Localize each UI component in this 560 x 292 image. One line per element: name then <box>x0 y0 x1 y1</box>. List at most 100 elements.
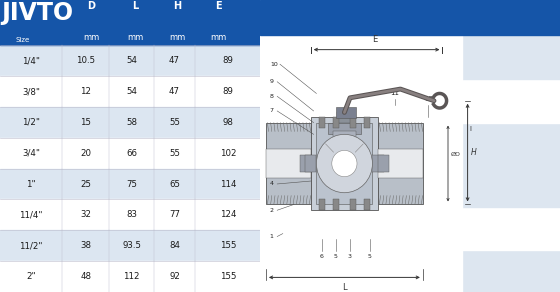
Bar <box>316 123 372 204</box>
Text: 3/4": 3/4" <box>22 149 40 158</box>
Circle shape <box>332 150 357 177</box>
Text: 1/4": 1/4" <box>22 56 40 65</box>
Text: 112: 112 <box>123 272 140 281</box>
Text: 12: 12 <box>81 87 91 96</box>
Bar <box>319 199 325 210</box>
Bar <box>462 207 560 250</box>
Text: JIVTO: JIVTO <box>1 1 73 25</box>
Text: 89: 89 <box>222 87 234 96</box>
Text: L: L <box>132 1 138 11</box>
Text: 11/2": 11/2" <box>20 241 43 250</box>
Bar <box>378 123 423 204</box>
Text: 3: 3 <box>348 254 352 260</box>
Text: 6: 6 <box>320 254 324 260</box>
Bar <box>260 0 560 35</box>
Text: L: L <box>342 283 347 292</box>
Text: 12: 12 <box>424 96 433 102</box>
Bar <box>0 169 260 199</box>
Text: 11: 11 <box>390 91 399 96</box>
Text: 48: 48 <box>81 272 91 281</box>
Text: 114: 114 <box>220 180 236 189</box>
Text: 38: 38 <box>81 241 91 250</box>
Bar <box>378 149 423 178</box>
Text: I: I <box>469 126 472 132</box>
Text: 5: 5 <box>368 254 371 260</box>
Text: 54: 54 <box>126 87 137 96</box>
Circle shape <box>316 134 372 193</box>
Bar <box>336 107 356 118</box>
Text: E: E <box>216 1 222 11</box>
Text: 58: 58 <box>126 118 137 127</box>
Text: 47: 47 <box>169 56 180 65</box>
Text: 5: 5 <box>334 254 338 260</box>
Bar <box>260 35 462 292</box>
Text: 8: 8 <box>270 94 273 99</box>
Text: 92: 92 <box>169 272 180 281</box>
Bar <box>364 199 370 210</box>
Text: 2: 2 <box>269 208 274 213</box>
Text: 75: 75 <box>126 180 137 189</box>
Bar <box>266 149 311 178</box>
Text: 1: 1 <box>270 234 273 239</box>
Text: 55: 55 <box>169 149 180 158</box>
Text: H: H <box>470 148 476 157</box>
Text: H: H <box>173 1 181 11</box>
Bar <box>0 138 260 169</box>
Bar <box>336 120 353 164</box>
Text: 25: 25 <box>81 180 91 189</box>
Text: 1": 1" <box>26 180 36 189</box>
Bar <box>0 0 260 45</box>
Text: mm: mm <box>127 33 143 42</box>
Text: 89: 89 <box>222 56 234 65</box>
Bar <box>0 45 260 76</box>
Text: Size: Size <box>15 37 29 43</box>
Text: 3/8": 3/8" <box>22 87 40 96</box>
Text: 2": 2" <box>26 272 36 281</box>
Text: 47: 47 <box>169 87 180 96</box>
Bar <box>462 250 560 292</box>
Text: 98: 98 <box>222 118 234 127</box>
Bar <box>378 155 389 172</box>
Text: mm: mm <box>169 33 185 42</box>
Text: 155: 155 <box>220 272 236 281</box>
Bar <box>328 123 361 134</box>
Text: 83: 83 <box>126 211 137 219</box>
Bar <box>300 155 311 172</box>
Bar <box>462 79 560 123</box>
Bar <box>350 199 356 210</box>
Text: 54: 54 <box>126 56 137 65</box>
Text: D: D <box>87 1 95 11</box>
Text: 77: 77 <box>169 211 180 219</box>
Bar <box>305 155 316 172</box>
Bar <box>319 117 325 128</box>
Text: 11/4": 11/4" <box>20 211 43 219</box>
Text: 93.5: 93.5 <box>122 241 141 250</box>
Bar <box>0 199 260 230</box>
Text: 102: 102 <box>220 149 236 158</box>
Text: 10.5: 10.5 <box>76 56 96 65</box>
Text: 4: 4 <box>269 181 274 187</box>
Text: E: E <box>372 35 378 44</box>
Bar <box>0 230 260 261</box>
Text: ØD: ØD <box>451 152 461 157</box>
Bar <box>364 117 370 128</box>
Bar <box>333 117 339 128</box>
Text: 15: 15 <box>81 118 91 127</box>
Bar <box>311 117 378 210</box>
Bar <box>0 107 260 138</box>
Text: 155: 155 <box>220 241 236 250</box>
Bar <box>0 261 260 292</box>
Bar <box>462 35 560 79</box>
Bar <box>333 131 356 143</box>
Bar <box>337 112 352 123</box>
Bar <box>462 123 560 207</box>
Bar <box>372 155 384 172</box>
Text: 55: 55 <box>169 118 180 127</box>
Text: mm: mm <box>211 33 227 42</box>
Text: 9: 9 <box>269 79 274 84</box>
Text: 65: 65 <box>169 180 180 189</box>
Text: 20: 20 <box>81 149 91 158</box>
Bar <box>266 123 311 204</box>
Text: 84: 84 <box>169 241 180 250</box>
Text: 124: 124 <box>220 211 236 219</box>
